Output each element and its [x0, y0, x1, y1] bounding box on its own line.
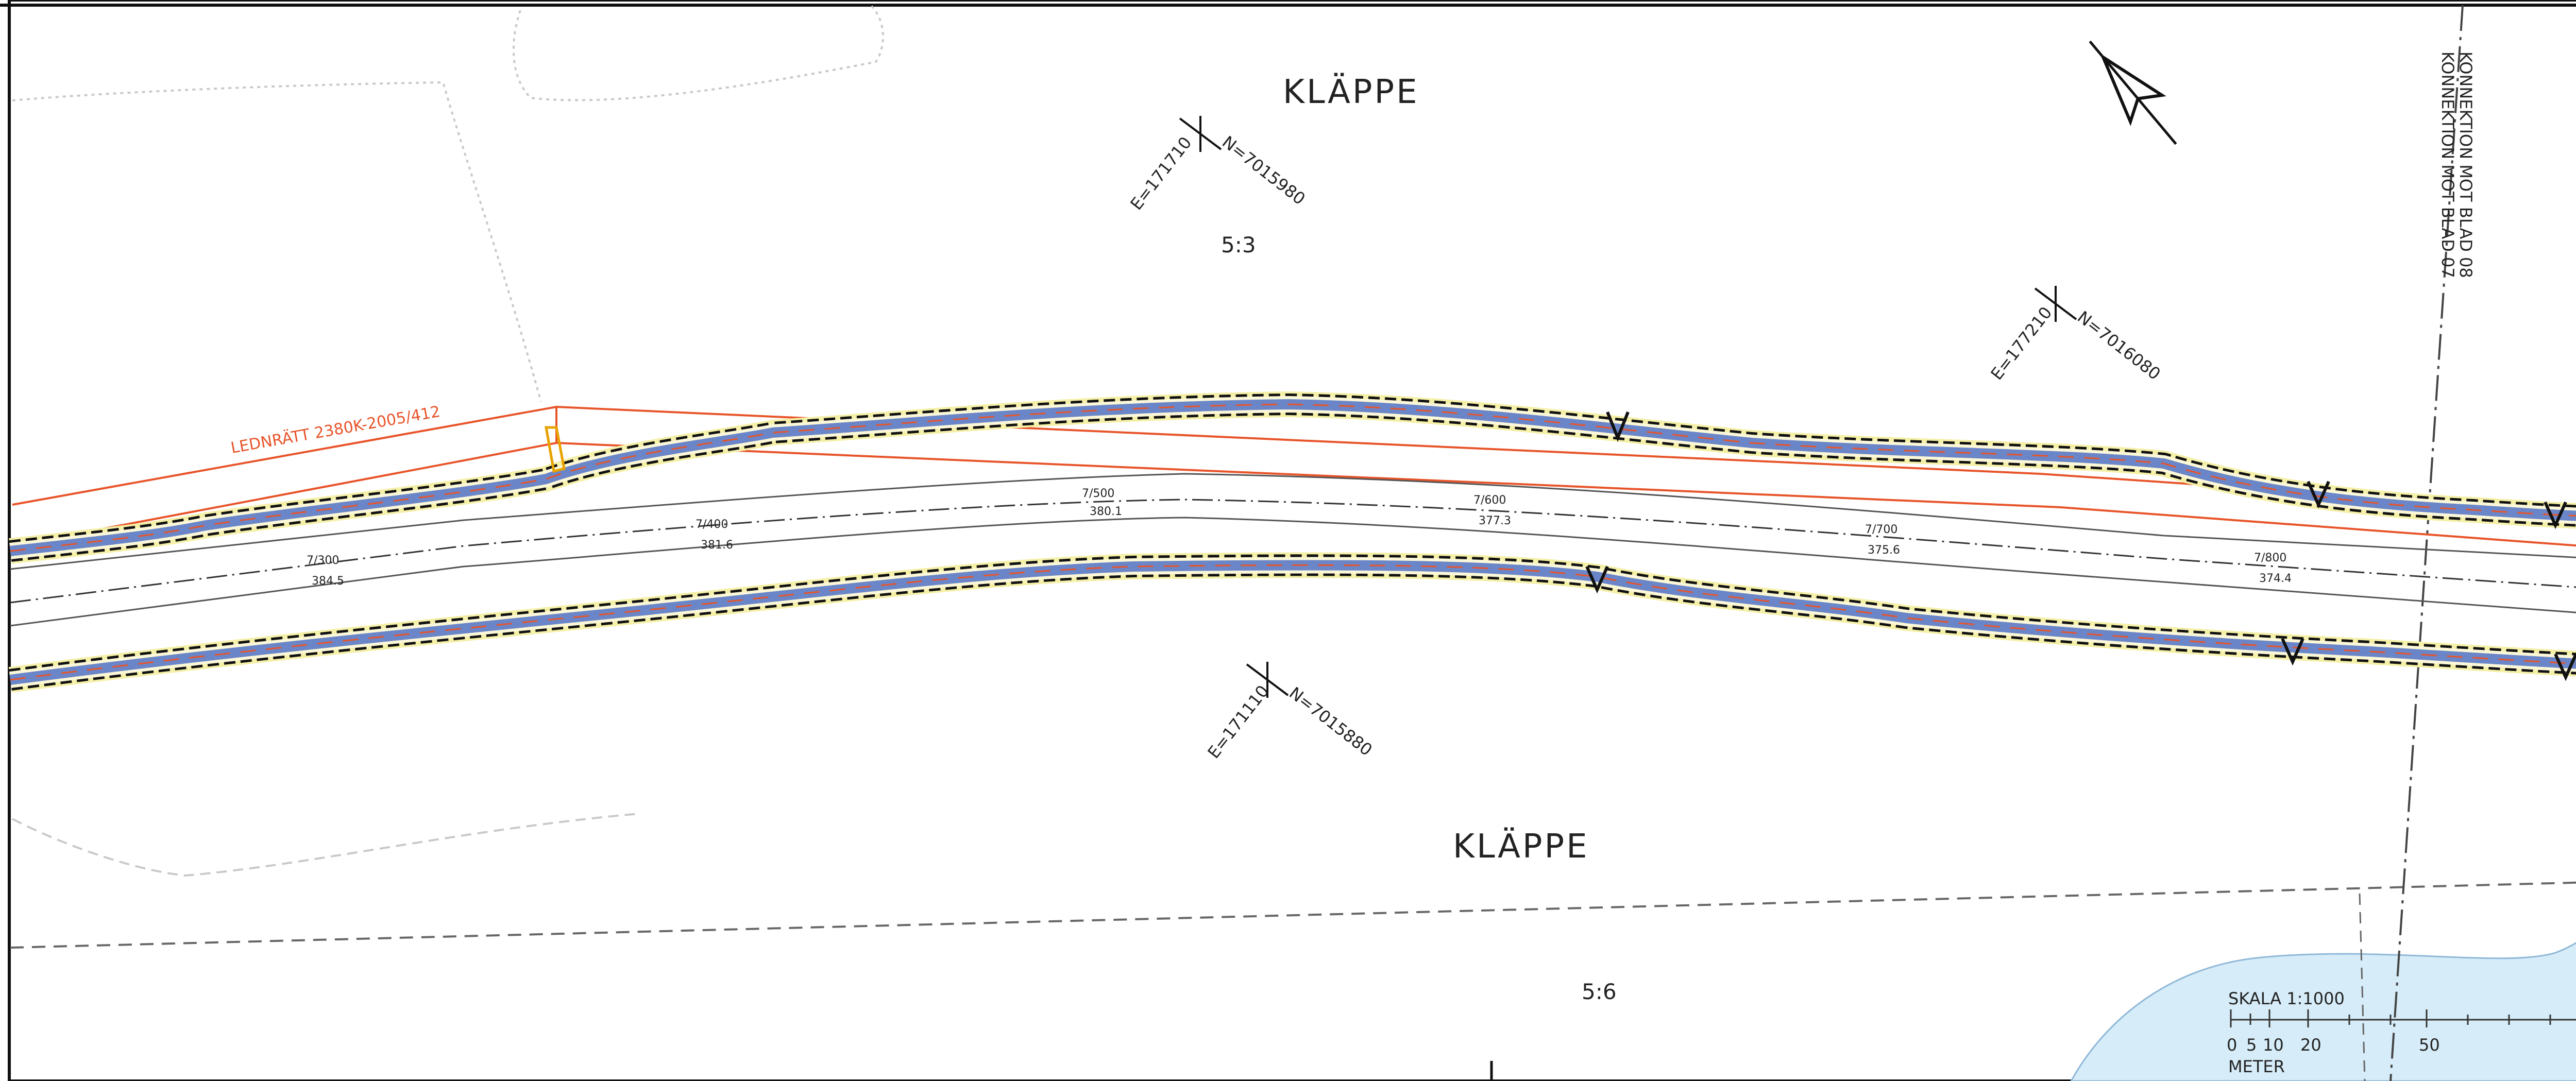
valve-symbol-icon[interactable] — [2554, 653, 2576, 681]
chainage-elev: 374.4 — [2259, 572, 2292, 585]
road-edge — [10, 473, 2576, 570]
chainage-station: 7/600 — [1473, 494, 1506, 507]
marker-icon — [545, 426, 566, 473]
chainage-station: 7/700 — [1865, 523, 1897, 536]
chainage-elev: 375.6 — [1868, 544, 1900, 557]
valve-symbol-icon[interactable] — [2544, 501, 2567, 529]
property-boundary — [12, 81, 542, 402]
scale-tick: 50 — [2419, 1035, 2440, 1055]
scale-bar: SKALA 1:1000 0 5 10 20 50 100 METER — [2227, 989, 2576, 1076]
property-boundary — [512, 4, 884, 101]
chainage-station: 7/800 — [2254, 552, 2286, 564]
connection-label: KONNEKTION MOT BLAD 07 — [2438, 52, 2458, 278]
road-centerline — [10, 499, 2576, 604]
coord-n-label: N=7015880 — [1285, 683, 1376, 760]
road-edge — [10, 517, 2576, 627]
scale-tick: 0 — [2227, 1035, 2237, 1055]
chainage-station: 7/300 — [307, 554, 339, 567]
scale-tick: 5 — [2246, 1035, 2257, 1055]
valve-symbol-icon[interactable] — [1585, 565, 1609, 594]
parcel-label: 5:6 — [1582, 979, 1617, 1004]
chainage-station: 7/500 — [1082, 487, 1114, 500]
coordinate-cross-icon — [1246, 662, 1289, 698]
valve-symbol-icon[interactable] — [1606, 411, 1630, 442]
north-arrow-icon — [2089, 40, 2177, 145]
connection-label: KONNEKTION MOT BLAD 08 — [2456, 52, 2476, 278]
chainage-elev: 380.1 — [1090, 505, 1122, 518]
chainage-station: 7/400 — [696, 518, 728, 531]
water-area — [2070, 942, 2576, 1081]
chainage-elev: 384.5 — [312, 575, 344, 588]
easement-line — [12, 441, 2576, 547]
place-name: KLÄPPE — [1283, 73, 1419, 111]
coord-e-label: E=171710 — [1126, 133, 1195, 214]
place-name: KLÄPPE — [1453, 827, 1589, 866]
scale-unit: METER — [2228, 1057, 2285, 1076]
scale-title: SKALA 1:1000 — [2228, 989, 2345, 1008]
chainage-elev: 381.6 — [701, 539, 733, 552]
property-line-vertical — [2359, 893, 2366, 1081]
property-line — [10, 881, 2576, 949]
easement-label: LEDNRÄTT 2380K-2005/412 — [229, 402, 442, 457]
sheet-connection-line — [2389, 5, 2464, 1081]
coord-e-label: E=171110 — [1204, 681, 1273, 762]
pipe-lower[interactable] — [8, 552, 2576, 693]
scale-tick: 20 — [2300, 1035, 2321, 1055]
parcel-label: 5:3 — [1221, 232, 1256, 258]
scale-tick: 10 — [2263, 1035, 2284, 1055]
coordinate-cross-icon — [1179, 116, 1222, 152]
chainage-elev: 377.3 — [1479, 514, 1511, 527]
valve-symbol-icon[interactable] — [2307, 481, 2330, 509]
pipe-upper[interactable] — [9, 391, 2576, 564]
map-frame — [8, 0, 2576, 1081]
coordinate-cross-icon — [2034, 286, 2077, 322]
property-boundary — [12, 813, 639, 877]
valve-symbol-icon[interactable] — [2281, 638, 2304, 666]
coord-n-label: N=7015980 — [1218, 132, 1309, 209]
coord-n-label: N=7016080 — [2074, 307, 2164, 384]
coord-e-label: E=177210 — [1987, 303, 2056, 384]
